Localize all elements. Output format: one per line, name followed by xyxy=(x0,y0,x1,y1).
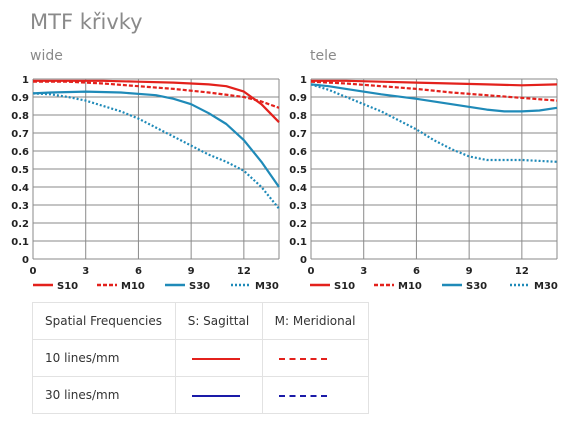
tele-y-tick-label: 0.4 xyxy=(289,183,307,194)
wide-series-s10 xyxy=(33,79,280,123)
wide-legend-label-m10: M10 xyxy=(121,281,145,292)
wide-y-tick-label: 0.1 xyxy=(11,237,29,248)
wide-y-tick-label: 0.4 xyxy=(11,183,29,194)
meridional-10-sample-cell xyxy=(261,339,370,377)
mtf-chart-tele: 0 0.1 0.2 0.3 0.4 0.5 0.6 0.7 0.8 0.9 1 0 3 6 9 12 S10 M1… xyxy=(289,75,558,292)
tele-legend-label-m10: M10 xyxy=(398,281,422,292)
tele-y-tick-label: 0.7 xyxy=(289,129,307,140)
sagittal-30-line-sample xyxy=(191,394,240,397)
wide-series-m30 xyxy=(32,92,280,210)
wide-y-tick-label: 0.3 xyxy=(11,201,29,212)
wide-y-tick-label: 1 xyxy=(22,75,29,86)
tele-y-tick-label: 0.8 xyxy=(289,111,307,122)
tele-y-tick-label: 0.3 xyxy=(289,201,307,212)
tele-series-s30 xyxy=(310,83,558,113)
tele-y-tick-label: 0.9 xyxy=(289,93,307,104)
header-meridional: M: Meridional xyxy=(261,302,370,340)
tele-x-tick-label: 9 xyxy=(466,266,473,277)
row-label-10: 10 lines/mm xyxy=(32,339,176,377)
sagittal-30-sample-cell xyxy=(174,376,263,414)
meridional-30-sample-cell xyxy=(261,376,370,414)
tele-legend-label-s10: S10 xyxy=(334,281,355,292)
wide-y-tick-label: 0 xyxy=(22,255,29,266)
wide-y-tick-label: 0.8 xyxy=(11,111,29,122)
mtf-chart-wide: 0 0.1 0.2 0.3 0.4 0.5 0.6 0.7 0.8 0.9 1 0 3 6 9 12 S10 M1… xyxy=(11,75,280,292)
wide-y-tick-label: 0.7 xyxy=(11,129,29,140)
wide-y-tick-label: 0.9 xyxy=(11,93,29,104)
header-sagittal: S: Sagittal xyxy=(174,302,263,340)
wide-legend-label-s10: S10 xyxy=(57,281,78,292)
tele-y-tick-label: 0.5 xyxy=(289,165,307,176)
tele-series-m10 xyxy=(310,80,558,102)
wide-x-tick-label: 0 xyxy=(30,266,37,277)
tele-x-tick-label: 12 xyxy=(515,266,529,277)
meridional-30-line-sample xyxy=(278,394,327,397)
wide-y-tick-label: 0.5 xyxy=(11,165,29,176)
wide-legend-label-m30: M30 xyxy=(255,281,279,292)
chart-title-tele: tele xyxy=(310,48,337,64)
page-title: MTF křivky xyxy=(30,10,143,34)
wide-series-m10 xyxy=(33,80,280,109)
tele-x-tick-label: 3 xyxy=(360,266,367,277)
sagittal-10-line-sample xyxy=(191,357,240,360)
wide-x-tick-label: 6 xyxy=(135,266,142,277)
header-spatial-frequencies: Spatial Frequencies xyxy=(32,302,176,340)
tele-y-tick-label: 0.1 xyxy=(289,237,307,248)
tele-y-tick-label: 0.6 xyxy=(289,147,307,158)
wide-legend-label-s30: S30 xyxy=(189,281,210,292)
tele-legend-label-s30: S30 xyxy=(466,281,487,292)
tele-series-m30 xyxy=(310,83,558,163)
tele-x-tick-label: 6 xyxy=(413,266,420,277)
tele-y-tick-label: 0 xyxy=(300,255,307,266)
wide-y-tick-label: 0.2 xyxy=(11,219,29,230)
legend-row-30: 30 lines/mm xyxy=(32,376,370,414)
legend-header-row: Spatial Frequencies S: Sagittal M: Merid… xyxy=(32,302,370,340)
chart-title-wide: wide xyxy=(30,48,63,64)
frequency-legend-table: Spatial Frequencies S: Sagittal M: Merid… xyxy=(32,302,370,414)
wide-x-tick-label: 3 xyxy=(82,266,89,277)
wide-x-tick-label: 9 xyxy=(188,266,195,277)
row-label-30: 30 lines/mm xyxy=(32,376,176,414)
tele-legend-label-m30: M30 xyxy=(534,281,558,292)
wide-x-tick-label: 12 xyxy=(237,266,251,277)
meridional-10-line-sample xyxy=(278,357,327,360)
wide-y-tick-label: 0.6 xyxy=(11,147,29,158)
tele-y-tick-label: 1 xyxy=(300,75,307,86)
tele-x-tick-label: 0 xyxy=(308,266,315,277)
wide-series-s30 xyxy=(32,90,280,188)
tele-y-tick-label: 0.2 xyxy=(289,219,307,230)
tele-series-s10 xyxy=(311,79,558,87)
legend-row-10: 10 lines/mm xyxy=(32,339,370,377)
sagittal-10-sample-cell xyxy=(174,339,263,377)
